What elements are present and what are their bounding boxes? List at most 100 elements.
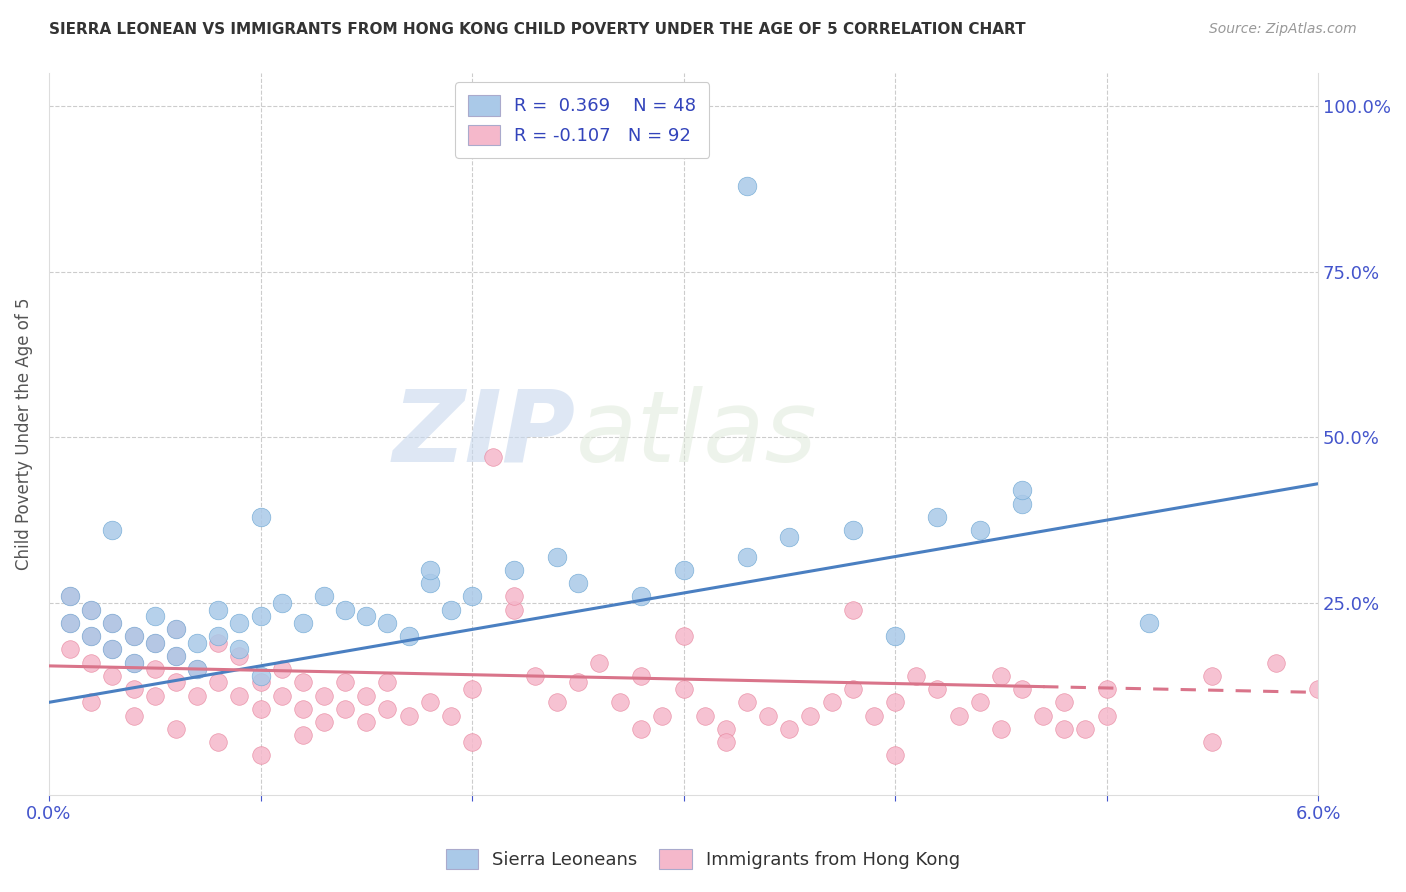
Point <box>990 722 1012 736</box>
Point <box>80 602 103 616</box>
Point <box>1308 681 1330 696</box>
Point <box>291 702 314 716</box>
Point <box>1053 722 1076 736</box>
Point <box>186 662 208 676</box>
Point <box>714 735 737 749</box>
Point <box>1201 735 1223 749</box>
Point <box>165 648 187 663</box>
Point <box>270 662 292 676</box>
Point <box>969 523 991 537</box>
Point <box>756 708 779 723</box>
Point <box>59 642 82 657</box>
Point <box>333 702 356 716</box>
Point <box>461 681 484 696</box>
Point <box>165 623 187 637</box>
Point <box>482 450 505 465</box>
Point <box>101 615 124 630</box>
Legend: R =  0.369    N = 48, R = -0.107   N = 92: R = 0.369 N = 48, R = -0.107 N = 92 <box>456 82 709 158</box>
Point <box>59 590 82 604</box>
Point <box>249 509 271 524</box>
Point <box>969 695 991 709</box>
Point <box>440 708 463 723</box>
Point <box>312 715 335 730</box>
Point <box>735 549 758 564</box>
Point <box>80 602 103 616</box>
Point <box>165 675 187 690</box>
Point <box>80 629 103 643</box>
Point <box>799 708 821 723</box>
Point <box>207 735 229 749</box>
Point <box>398 629 420 643</box>
Point <box>503 602 526 616</box>
Text: ZIP: ZIP <box>392 385 575 483</box>
Point <box>630 722 652 736</box>
Point <box>186 662 208 676</box>
Point <box>291 728 314 742</box>
Point <box>122 629 145 643</box>
Point <box>122 656 145 670</box>
Point <box>461 735 484 749</box>
Point <box>249 675 271 690</box>
Point <box>356 609 378 624</box>
Point <box>249 669 271 683</box>
Point <box>990 669 1012 683</box>
Point <box>101 642 124 657</box>
Point <box>1264 656 1286 670</box>
Point <box>1201 669 1223 683</box>
Point <box>651 708 673 723</box>
Point <box>101 523 124 537</box>
Point <box>228 689 250 703</box>
Point <box>312 590 335 604</box>
Point <box>842 681 865 696</box>
Point <box>143 662 166 676</box>
Point <box>207 602 229 616</box>
Point <box>377 615 399 630</box>
Point <box>249 748 271 763</box>
Point <box>143 636 166 650</box>
Point <box>905 669 928 683</box>
Point <box>80 629 103 643</box>
Point <box>186 689 208 703</box>
Point <box>59 615 82 630</box>
Point <box>567 675 589 690</box>
Point <box>461 590 484 604</box>
Point <box>165 623 187 637</box>
Point <box>356 689 378 703</box>
Point <box>778 722 800 736</box>
Point <box>948 708 970 723</box>
Point <box>1011 681 1033 696</box>
Point <box>863 708 886 723</box>
Point <box>186 636 208 650</box>
Point <box>609 695 631 709</box>
Point <box>291 615 314 630</box>
Point <box>207 629 229 643</box>
Text: atlas: atlas <box>575 385 817 483</box>
Point <box>122 656 145 670</box>
Point <box>778 530 800 544</box>
Point <box>440 602 463 616</box>
Point <box>884 695 907 709</box>
Point <box>59 590 82 604</box>
Point <box>842 602 865 616</box>
Point <box>228 642 250 657</box>
Point <box>1011 497 1033 511</box>
Point <box>1011 483 1033 498</box>
Point <box>588 656 610 670</box>
Point <box>270 596 292 610</box>
Point <box>101 669 124 683</box>
Point <box>80 656 103 670</box>
Point <box>503 590 526 604</box>
Point <box>333 675 356 690</box>
Point <box>165 648 187 663</box>
Text: SIERRA LEONEAN VS IMMIGRANTS FROM HONG KONG CHILD POVERTY UNDER THE AGE OF 5 COR: SIERRA LEONEAN VS IMMIGRANTS FROM HONG K… <box>49 22 1026 37</box>
Point <box>735 178 758 193</box>
Point <box>377 702 399 716</box>
Point <box>1137 615 1160 630</box>
Point <box>524 669 547 683</box>
Point <box>672 563 695 577</box>
Point <box>356 715 378 730</box>
Point <box>207 636 229 650</box>
Point <box>1053 695 1076 709</box>
Point <box>165 722 187 736</box>
Point <box>207 675 229 690</box>
